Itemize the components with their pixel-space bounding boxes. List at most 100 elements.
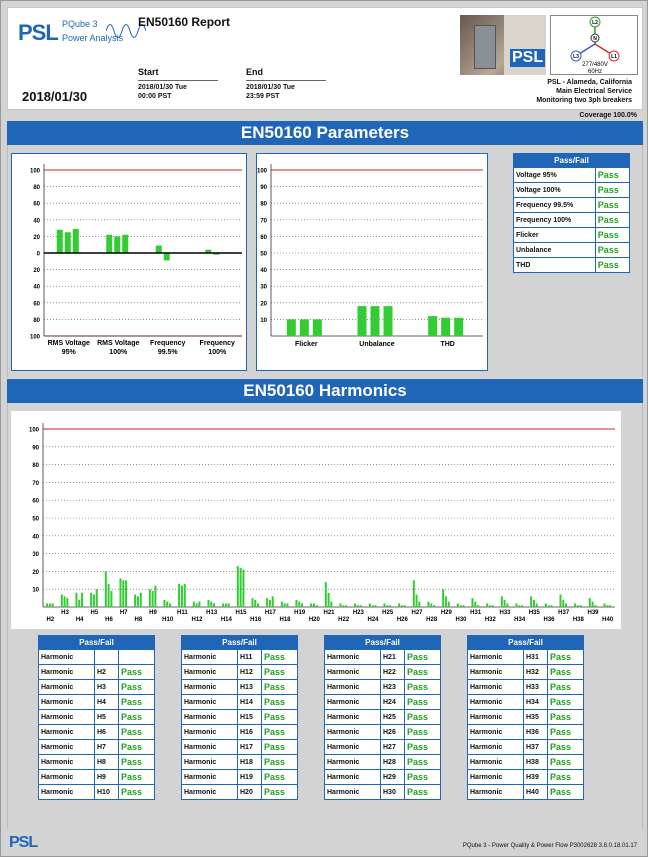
harmonic-result: Pass — [261, 709, 298, 725]
harmonics-passfail-table: Pass/Fail Harmonic H31 Pass Harmonic H32 Pass H… — [467, 635, 584, 800]
report-header: PSL PQube 3 Power Analysis EN50160 Repor… — [7, 7, 643, 110]
harmonic-row: Harmonic H40 Pass — [467, 784, 584, 800]
y-tick-label: 40 — [33, 285, 40, 291]
bar — [315, 605, 318, 607]
bar — [122, 580, 125, 607]
category-label: H24 — [367, 617, 379, 623]
harmonic-row: Harmonic H18 Pass — [181, 754, 298, 770]
bar — [163, 253, 170, 261]
harmonic-label: Harmonic — [324, 679, 381, 695]
harmonic-row: Harmonic H11 Pass — [181, 649, 298, 665]
bar — [210, 601, 213, 607]
harmonic-label: Harmonic — [467, 724, 524, 740]
harmonic-label: Harmonic — [181, 694, 238, 710]
y-tick-label: 20 — [33, 268, 40, 274]
harmonic-result: Pass — [404, 679, 441, 695]
passfail-label: Frequency 99.5% — [513, 197, 596, 213]
bar — [488, 605, 491, 607]
bar — [418, 601, 421, 607]
category-label: H32 — [485, 617, 497, 623]
harmonic-result: Pass — [261, 694, 298, 710]
bar — [532, 599, 535, 607]
y-tick-label: 0 — [37, 252, 41, 258]
harmonic-order: H11 — [237, 649, 262, 665]
harmonic-label: Harmonic — [181, 679, 238, 695]
harmonic-order: H38 — [523, 754, 548, 770]
harmonic-label: Harmonic — [324, 724, 381, 740]
harmonic-order: H39 — [523, 769, 548, 785]
passfail-label: Frequency 100% — [513, 212, 596, 228]
harmonic-row: Harmonic H6 Pass — [38, 724, 155, 740]
harmonic-row: Harmonic H37 Pass — [467, 739, 584, 755]
category-label: 95% — [62, 349, 77, 356]
bar — [107, 583, 110, 607]
harmonic-row: Harmonic H38 Pass — [467, 754, 584, 770]
harmonic-row: Harmonic H21 Pass — [324, 649, 441, 665]
bar — [163, 599, 166, 607]
category-label: 99.5% — [158, 349, 179, 356]
bar — [339, 603, 342, 607]
bar — [591, 601, 594, 607]
harmonic-row: Harmonic H31 Pass — [467, 649, 584, 665]
site-photo: PSL — [460, 15, 546, 75]
y-tick-label: 90 — [32, 445, 39, 451]
harmonic-label: Harmonic — [181, 709, 238, 725]
harmonic-order: H29 — [380, 769, 405, 785]
bar — [166, 601, 169, 607]
panel-image — [474, 25, 496, 69]
harmonic-row: Harmonic H17 Pass — [181, 739, 298, 755]
pqube-logo: PSL PQube 3 Power Analysis — [18, 14, 178, 50]
harmonic-label: Harmonic — [38, 679, 95, 695]
category-label: H33 — [499, 610, 511, 616]
harmonic-label: Harmonic — [467, 709, 524, 725]
phasor-icon: L2 N L3 L1 277/480V 60Hz — [570, 16, 620, 75]
harmonic-label: Harmonic — [467, 754, 524, 770]
y-tick-label: 40 — [260, 268, 267, 274]
bar — [280, 601, 283, 607]
category-label: THD — [440, 341, 454, 348]
category-label: H7 — [120, 610, 128, 616]
bar — [213, 253, 220, 255]
y-tick-label: 50 — [32, 517, 39, 523]
harmonic-result: Pass — [547, 649, 584, 665]
harmonic-result: Pass — [261, 679, 298, 695]
parameters-panel: 100 80 60 40 20 0 20 40 60 80 100 RMS Voltage 95% RMS… — [7, 145, 643, 377]
bar — [224, 603, 227, 607]
category-label: H12 — [191, 617, 203, 623]
bar — [155, 245, 162, 253]
harmonics-passfail-table: Pass/Fail Harmonic Harmonic H2 Pass Harmonic H… — [38, 635, 155, 800]
bar — [110, 590, 113, 607]
bar — [444, 596, 447, 607]
y-tick-label: 100 — [30, 335, 41, 341]
harmonic-row: Harmonic H2 Pass — [38, 664, 155, 680]
bar — [442, 589, 445, 607]
category-label: H23 — [353, 610, 365, 616]
passfail-title: Pass/Fail — [38, 635, 155, 650]
product-name: PQube 3 — [62, 19, 98, 29]
bar — [345, 605, 348, 607]
passfail-title: Pass/Fail — [181, 635, 298, 650]
category-label: H38 — [573, 617, 585, 623]
report-title: EN50160 Report — [138, 15, 231, 29]
location-line-1: PSL - Alameda, California — [547, 79, 632, 86]
passfail-result: Pass — [594, 212, 631, 228]
passfail-result: Pass — [594, 242, 631, 258]
bar — [579, 605, 582, 607]
bar — [64, 232, 71, 253]
y-tick-label: 60 — [33, 301, 40, 307]
harmonic-result: Pass — [547, 694, 584, 710]
harmonic-row: Harmonic H9 Pass — [38, 769, 155, 785]
bar — [477, 605, 480, 607]
category-label: H9 — [149, 610, 157, 616]
bar — [559, 594, 562, 607]
y-tick-label: 100 — [257, 169, 268, 175]
end-time: 23:59 PST — [246, 93, 280, 100]
bar — [92, 594, 95, 607]
harmonic-row: Harmonic H34 Pass — [467, 694, 584, 710]
category-label: H27 — [411, 610, 423, 616]
bar — [286, 603, 289, 607]
harmonic-order: H12 — [237, 664, 262, 680]
harmonic-row: Harmonic H32 Pass — [467, 664, 584, 680]
harmonic-result: Pass — [118, 739, 155, 755]
passfail-label: Flicker — [513, 227, 596, 243]
